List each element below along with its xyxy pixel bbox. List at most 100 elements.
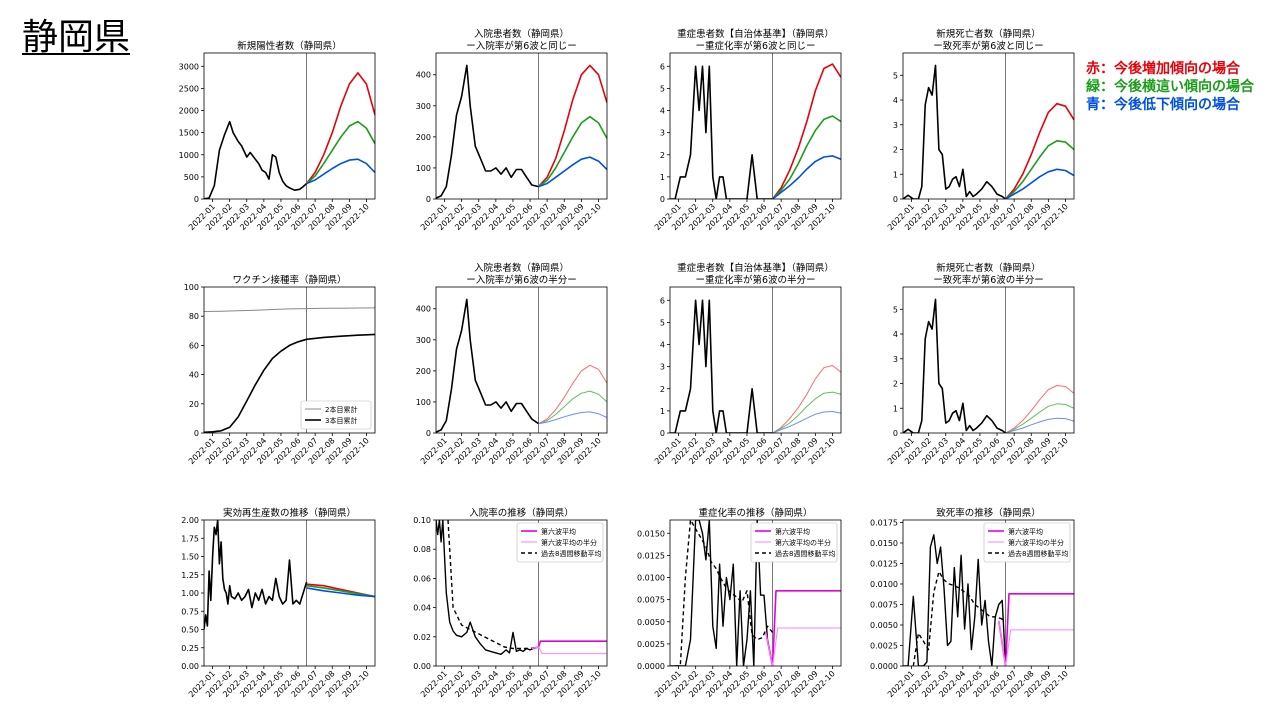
y-tick-label: 80 [189,312,199,321]
y-tick-label: 0.00 [181,662,199,671]
y-tick-label: 400 [416,71,431,80]
y-tick-label: 100 [416,398,431,407]
y-tick-label: 3000 [179,62,199,71]
legend-note-green: 緑：今後横這い傾向の場合 [1086,79,1254,95]
y-tick-label: 0.08 [413,545,431,554]
chart-panel-12: 致死率の推移（静岡県） 0.0000 0.0025 0.0050 0.0075 0.010… [870,507,1075,699]
series-line-4 [998,620,1074,666]
series-line-3 [306,120,375,185]
series-line-1 [204,120,308,199]
chart-title: ー致死率が第6波と同じー [933,40,1044,52]
y-tick-label: 5 [660,318,665,327]
series-line-1 [204,307,375,312]
y-tick-label: 1500 [179,129,199,138]
series-line-2 [447,520,539,650]
y-tick-label: 1 [893,404,898,413]
legend-label: 第六波平均 [775,527,810,536]
series-line-3 [1005,403,1074,433]
y-tick-label: 0.0000 [870,662,898,671]
series-line-1 [903,534,1007,666]
legend-note-red: 赤：今後増加傾向の場合 [1086,61,1240,77]
y-tick-label: 0.0075 [870,600,898,609]
y-tick-label: 6 [660,62,665,71]
series-line-2 [912,571,1006,666]
y-tick-label: 4 [660,107,665,116]
legend-label: 第六波平均の半分 [775,538,831,547]
legend-label: 2本目累計 [325,405,357,414]
series-line-1 [204,520,308,630]
legend-box [983,522,1071,563]
series-line-1 [670,65,773,199]
y-tick-label: 2 [660,385,665,394]
chart-panel-10: 入院率の推移（静岡県）0.000.020.040.060.080.102022-… [413,507,608,699]
y-tick-label: 0.0025 [637,640,665,649]
chart-panel-1: 新規陽性者数（静岡県）0500100015002000250030002022-… [179,40,376,232]
y-tick-label: 500 [184,173,199,182]
y-tick-label: 2.00 [181,516,199,525]
series-line-4 [538,411,607,425]
chart-title: ー重症化率が第6波の半分ー [695,274,815,286]
plot-frame [669,286,842,434]
chart-title: 入院率の推移（静岡県） [469,507,574,519]
y-tick-label: 200 [416,367,431,376]
y-tick-label: 6 [660,296,665,305]
series-line-2 [771,63,841,199]
y-tick-label: 3 [660,129,665,138]
y-tick-label: 0 [893,195,898,204]
y-tick-label: 1000 [179,151,199,160]
legend-label: 3本目累計 [325,416,357,425]
series-line-4 [772,411,841,433]
y-tick-label: 0.0175 [870,518,898,527]
chart-title: 新規死亡者数（静岡県） [936,262,1041,274]
chart-title: ワクチン接種率（静岡県） [232,274,346,286]
y-tick-label: 1.50 [181,553,199,562]
series-line-3 [306,584,375,598]
y-tick-label: 200 [416,133,431,142]
plot-frame [435,519,608,667]
y-tick-label: 0.00 [413,662,431,671]
y-tick-label: 3 [893,355,898,364]
y-tick-label: 0.10 [413,516,431,525]
y-tick-label: 1 [660,407,665,416]
plot-frame [902,286,1075,434]
y-tick-label: 0.04 [413,604,431,613]
chart-panel-2: 入院患者数（静岡県）ー入院率が第6波と同じー01002003004002022-… [416,28,608,232]
y-tick-label: 0.0075 [637,596,665,605]
y-tick-label: 0 [660,195,665,204]
series-line-3 [538,115,607,188]
plot-frame [435,52,608,200]
series-line-4 [1005,168,1074,199]
y-tick-label: 0 [194,429,199,438]
y-tick-label: 300 [416,102,431,111]
legend-label: 第六波平均の半分 [1008,538,1064,547]
plot-frame [203,286,376,434]
legend-box [300,400,372,430]
y-tick-label: 5 [660,84,665,93]
y-tick-label: 0.0150 [637,529,665,538]
series-line-1 [436,520,539,655]
chart-title: ー致死率が第6波の半分ー [933,274,1044,286]
chart-title: 重症患者数【自治体基準】（静岡県） [677,28,834,40]
series-line-4 [306,158,375,185]
plot-area [903,287,1074,433]
plot-area [436,287,607,433]
plot-frame [669,519,842,667]
series-line-3 [531,640,607,650]
series-line-2 [772,365,841,433]
legend-label: 第六波平均 [541,527,576,536]
plot-area [903,520,1074,666]
y-tick-label: 1 [893,170,898,179]
y-tick-label: 400 [416,305,431,314]
y-tick-label: 0.0150 [870,539,898,548]
y-tick-label: 0.75 [181,607,199,616]
chart-panel-7: 重症患者数【自治体基準】（静岡県）ー重症化率が第6波の半分ー0123456202… [653,262,842,466]
y-tick-label: 3 [893,121,898,130]
y-tick-label: 1.25 [181,571,199,580]
y-tick-label: 5 [893,71,898,80]
chart-panel-5: ワクチン接種率（静岡県）0204060801002022-012022-0220… [184,274,376,466]
y-tick-label: 4 [660,341,665,350]
plot-frame [203,52,376,200]
